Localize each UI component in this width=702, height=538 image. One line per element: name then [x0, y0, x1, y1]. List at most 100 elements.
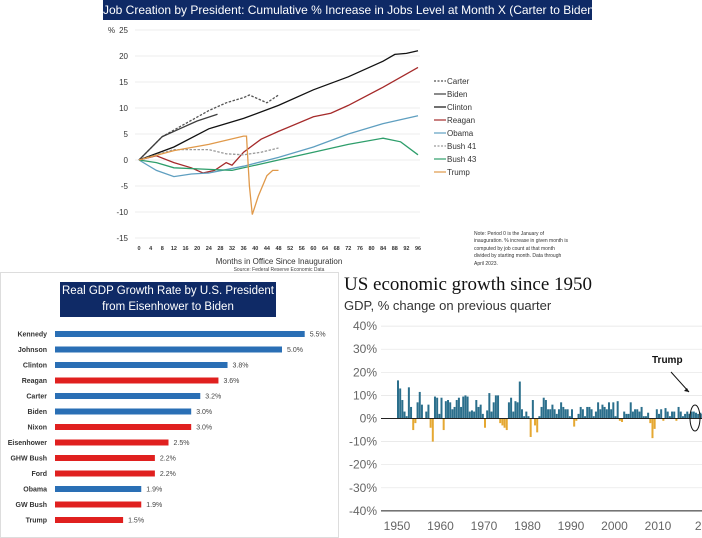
gdp-bar [466, 396, 469, 419]
x-tick-label: 16 [182, 246, 188, 252]
gdp-bar [492, 402, 495, 419]
gdp-bar [401, 400, 404, 419]
legend-label: Trump [447, 168, 470, 177]
gdp-bar [675, 418, 678, 421]
gdp-bar [592, 416, 595, 419]
y-tick-label: -40% [349, 504, 377, 518]
job-chart-note: Note: Period 0 is the January of inaugur… [474, 231, 568, 267]
gdp-bar [418, 391, 421, 419]
gdp-bar [455, 400, 458, 419]
bar-category-label: Ford [31, 471, 47, 478]
gdp-bar [444, 401, 447, 419]
x-tick-label: 20 [695, 519, 702, 533]
gdp-bar [644, 416, 647, 419]
gdp-bar [488, 393, 491, 419]
bar-category-label: GW Bush [16, 502, 48, 509]
gdp-bar [686, 411, 689, 419]
x-tick-label: 80 [368, 246, 374, 252]
gdp-bar [538, 416, 541, 419]
growth-chart-subtitle: GDP, % change on previous quarter [344, 298, 552, 313]
x-tick-label: 60 [310, 246, 316, 252]
bar-category-label: Obama [23, 487, 47, 494]
gdp-bar [681, 416, 684, 419]
gdp-bar [581, 409, 584, 419]
x-tick-label: 76 [357, 246, 363, 252]
gdp-bar [503, 418, 506, 428]
series-line-reagan [138, 66, 419, 174]
gdp-title-line2: from Eisenhower to Biden [102, 301, 234, 313]
gdp-bar [425, 411, 428, 419]
gdp-bar [618, 418, 621, 421]
gdp-bar [497, 395, 500, 419]
gdp-bar [653, 418, 656, 429]
x-axis-label: Months in Office Since Inauguration [216, 257, 343, 266]
y-axis-label: % [108, 26, 115, 35]
bar-value-label: 5.5% [310, 332, 326, 339]
series-line-trump [138, 135, 279, 215]
bar-carter [55, 393, 201, 399]
y-tick-label: 20 [119, 52, 128, 61]
gdp-bar [673, 411, 676, 419]
gdp-bar [516, 402, 519, 419]
gdp-bar [579, 406, 582, 419]
gdp-bar [564, 409, 567, 419]
y-tick-label: -15 [116, 234, 128, 243]
gdp-bar [510, 397, 513, 419]
gdp-bar [507, 402, 510, 419]
y-tick-label: 20% [353, 365, 377, 379]
x-tick-label: 84 [380, 246, 387, 252]
gdp-bar [536, 418, 539, 433]
gdp-bar [427, 404, 430, 419]
gdp-bar [614, 416, 617, 419]
bar-biden [55, 408, 192, 415]
gdp-bar [473, 411, 476, 419]
gdp-bar [551, 404, 554, 419]
legend-label: Clinton [447, 103, 472, 112]
gdp-bar [481, 413, 484, 419]
bar-johnson [55, 346, 282, 353]
gdp-bar [671, 411, 674, 419]
gdp-bar [531, 400, 534, 419]
x-tick-label: 92 [403, 246, 409, 252]
y-tick-label: 10% [353, 388, 377, 402]
gdp-bar [655, 409, 658, 419]
gdp-bar [544, 400, 547, 419]
gdp-bar [634, 409, 637, 419]
gdp-bar [631, 411, 634, 419]
y-tick-label: -5 [121, 182, 129, 191]
gdp-bar [607, 402, 610, 419]
y-tick-label: 0 [124, 156, 129, 165]
gdp-bar [451, 409, 454, 419]
series-line-biden [138, 113, 218, 161]
source-label: Source: Federal Reserve Economic Data [234, 267, 325, 273]
gdp-bar [625, 413, 628, 419]
gdp-bar [420, 404, 423, 419]
y-tick-label: -20% [349, 458, 377, 472]
bar-nixon [55, 424, 192, 430]
y-tick-label: 40% [353, 319, 377, 333]
gdp-bar [688, 413, 691, 419]
gdp-bar [557, 409, 560, 419]
growth-chart-title: US economic growth since 1950 [344, 274, 593, 295]
x-tick-label: 1990 [558, 519, 585, 533]
gdp-bar [677, 406, 680, 419]
legend-label: Obama [447, 129, 474, 138]
gdp-bar [640, 406, 643, 419]
bar-value-label: 5.0% [287, 347, 303, 354]
gdp-bar [475, 400, 478, 419]
gdp-bar [514, 401, 517, 419]
gdp-bar [442, 418, 445, 431]
gdp-bar [412, 418, 415, 431]
gdp-bar [627, 413, 630, 419]
gdp-bar [405, 416, 408, 419]
gdp-bar [692, 411, 695, 419]
gdp-bar [468, 411, 471, 419]
gdp-bar [684, 413, 687, 419]
trump-annotation: Trump [652, 355, 683, 366]
gdp-bar [599, 409, 602, 419]
gdp-bar [490, 411, 493, 419]
gdp-bar [499, 418, 502, 424]
gdp-bar [505, 418, 508, 431]
y-tick-label: 5 [124, 130, 129, 139]
